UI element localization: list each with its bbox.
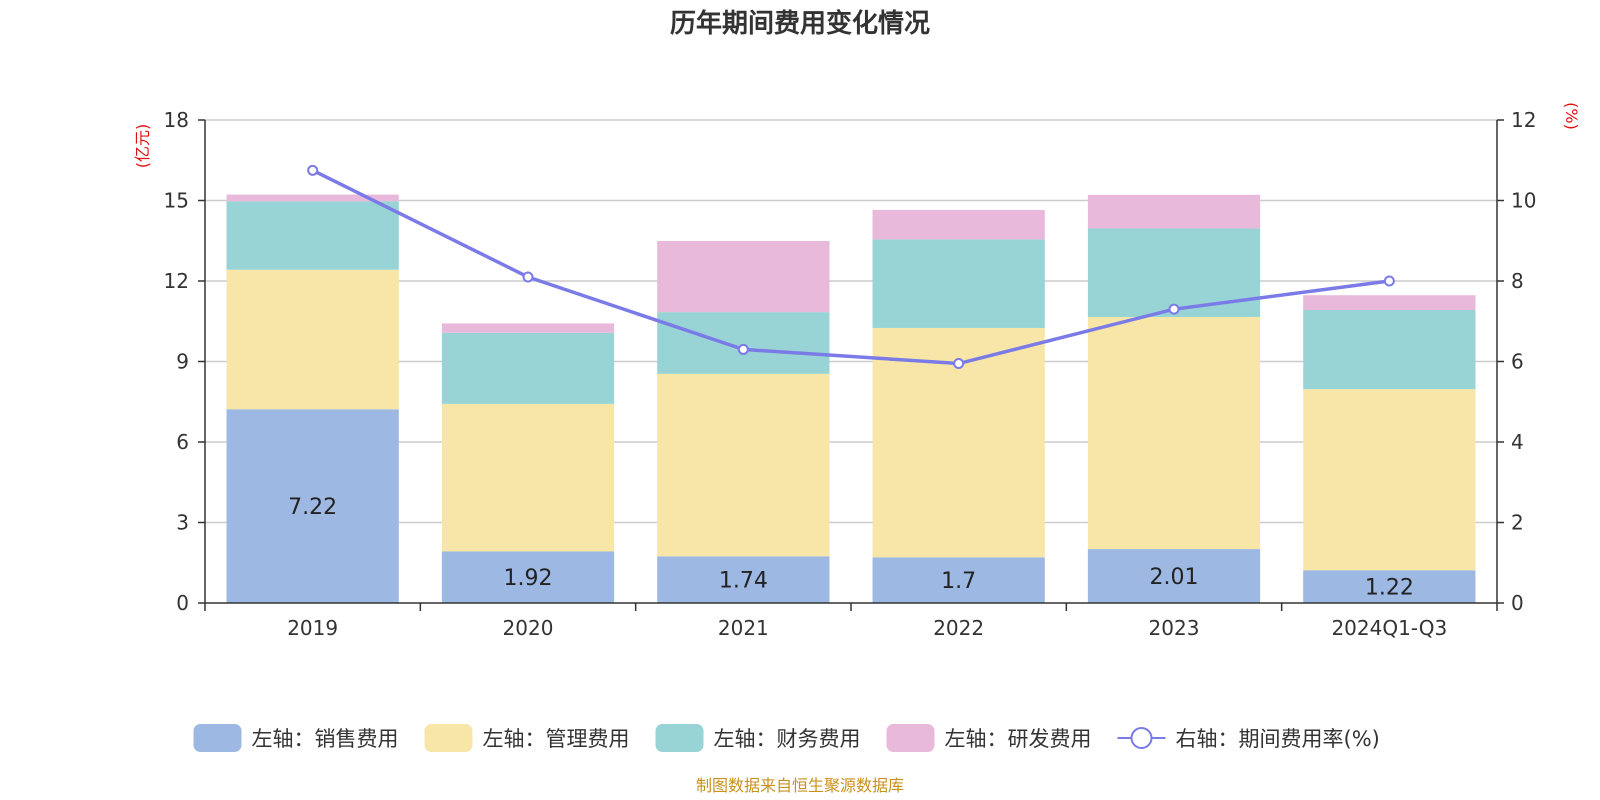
rate-point (1383, 275, 1395, 287)
legend-swatch (886, 724, 935, 752)
bar-segment (1303, 309, 1476, 390)
left-axis-tick-label: 9 (176, 350, 189, 374)
bar-segment (657, 241, 830, 313)
bar-segment (1087, 549, 1261, 603)
right-axis-tick-label: 2 (1511, 511, 1524, 535)
bar-value-labels: 7.22 1.92 1.74 1.7 2.01 1.22 (288, 495, 1414, 601)
bar-value-label: 1.92 (504, 566, 553, 591)
left-axis-tick-label: 6 (176, 430, 189, 454)
bar-segment (441, 403, 615, 552)
rate-line-series (307, 164, 1395, 370)
left-axis-tick-label: 18 (164, 108, 189, 132)
bar-segment (1087, 316, 1261, 550)
x-axis-tick-label: 2020 (503, 616, 554, 640)
rate-point (522, 271, 534, 283)
rate-point (307, 164, 319, 176)
bar-segment (441, 332, 615, 404)
bar-segment (657, 312, 830, 374)
x-axis-tick-label: 2023 (1149, 616, 1200, 640)
bar-segment (657, 556, 830, 603)
legend-swatch (193, 724, 242, 752)
bar-segment (1303, 570, 1476, 603)
legend-swatch (424, 724, 473, 752)
bar-segment (1303, 295, 1476, 310)
bar-segment (1087, 228, 1261, 317)
grid-lines (205, 119, 1497, 524)
legend-label: 左轴：管理费用 (483, 727, 630, 751)
left-axis-tick-label: 12 (164, 269, 189, 293)
legend-swatch (655, 724, 704, 752)
bar-value-label: 2.01 (1150, 565, 1199, 590)
right-axis-tick-label: 6 (1511, 350, 1524, 374)
bar-segment (226, 194, 399, 202)
bar-segment (872, 209, 1045, 240)
rate-point (953, 358, 965, 370)
right-axis-tick-label: 10 (1511, 189, 1536, 213)
legend-label: 左轴：销售费用 (252, 727, 399, 751)
legend-label: 左轴：研发费用 (945, 727, 1092, 751)
bar-value-label: 1.22 (1365, 576, 1414, 601)
right-axis-tick-label: 12 (1511, 108, 1536, 132)
rate-line (311, 168, 1390, 366)
legend-label: 左轴：财务费用 (714, 727, 861, 751)
chart-title: 历年期间费用变化情况 (670, 8, 930, 39)
legend: 左轴：销售费用 左轴：管理费用 左轴：财务费用 左轴：研发费用 右轴：期间费用率(%) (193, 724, 1380, 752)
bar-segment (441, 551, 615, 603)
x-axis-tick-label: 2019 (287, 616, 338, 640)
bar-value-label: 1.7 (941, 569, 976, 594)
bar-segment (226, 269, 399, 410)
left-axis-tick-label: 15 (164, 189, 189, 213)
bar-segment (657, 373, 830, 557)
legend-swatch-marker (1130, 727, 1153, 749)
axes: 0 3 6 9 12 15 18 0 2 4 6 8 10 12 2019 2020 2021 2022 2023 2… (164, 108, 1537, 640)
bar-segment (441, 323, 615, 333)
bar-segment (226, 201, 399, 270)
right-axis-tick-label: 0 (1511, 591, 1524, 615)
x-axis-tick-label: 2021 (718, 616, 769, 640)
legend-label: 右轴：期间费用率(%) (1176, 727, 1380, 751)
left-axis-tick-label: 3 (176, 511, 189, 535)
bar-segment (872, 239, 1045, 328)
right-axis-tick-label: 4 (1511, 430, 1524, 454)
rate-point (1168, 303, 1180, 315)
bar-segment (226, 409, 399, 603)
x-axis-tick-label: 2022 (933, 616, 984, 640)
x-axis-tick-label: 2024Q1-Q3 (1331, 616, 1447, 640)
bar-value-label: 7.22 (288, 495, 337, 520)
left-axis-tick-label: 0 (176, 591, 189, 615)
bar-value-label: 1.74 (719, 569, 768, 594)
rate-point (737, 343, 749, 355)
bar-series (226, 194, 1476, 603)
bar-segment (1087, 194, 1261, 229)
bar-segment (1303, 389, 1476, 571)
right-axis-tick-label: 8 (1511, 269, 1524, 293)
bar-segment (872, 557, 1045, 603)
source-note: 制图数据来自恒生聚源数据库 (696, 776, 904, 795)
left-axis-unit: (亿元) (133, 124, 152, 169)
right-axis-unit: (%) (1562, 102, 1581, 130)
